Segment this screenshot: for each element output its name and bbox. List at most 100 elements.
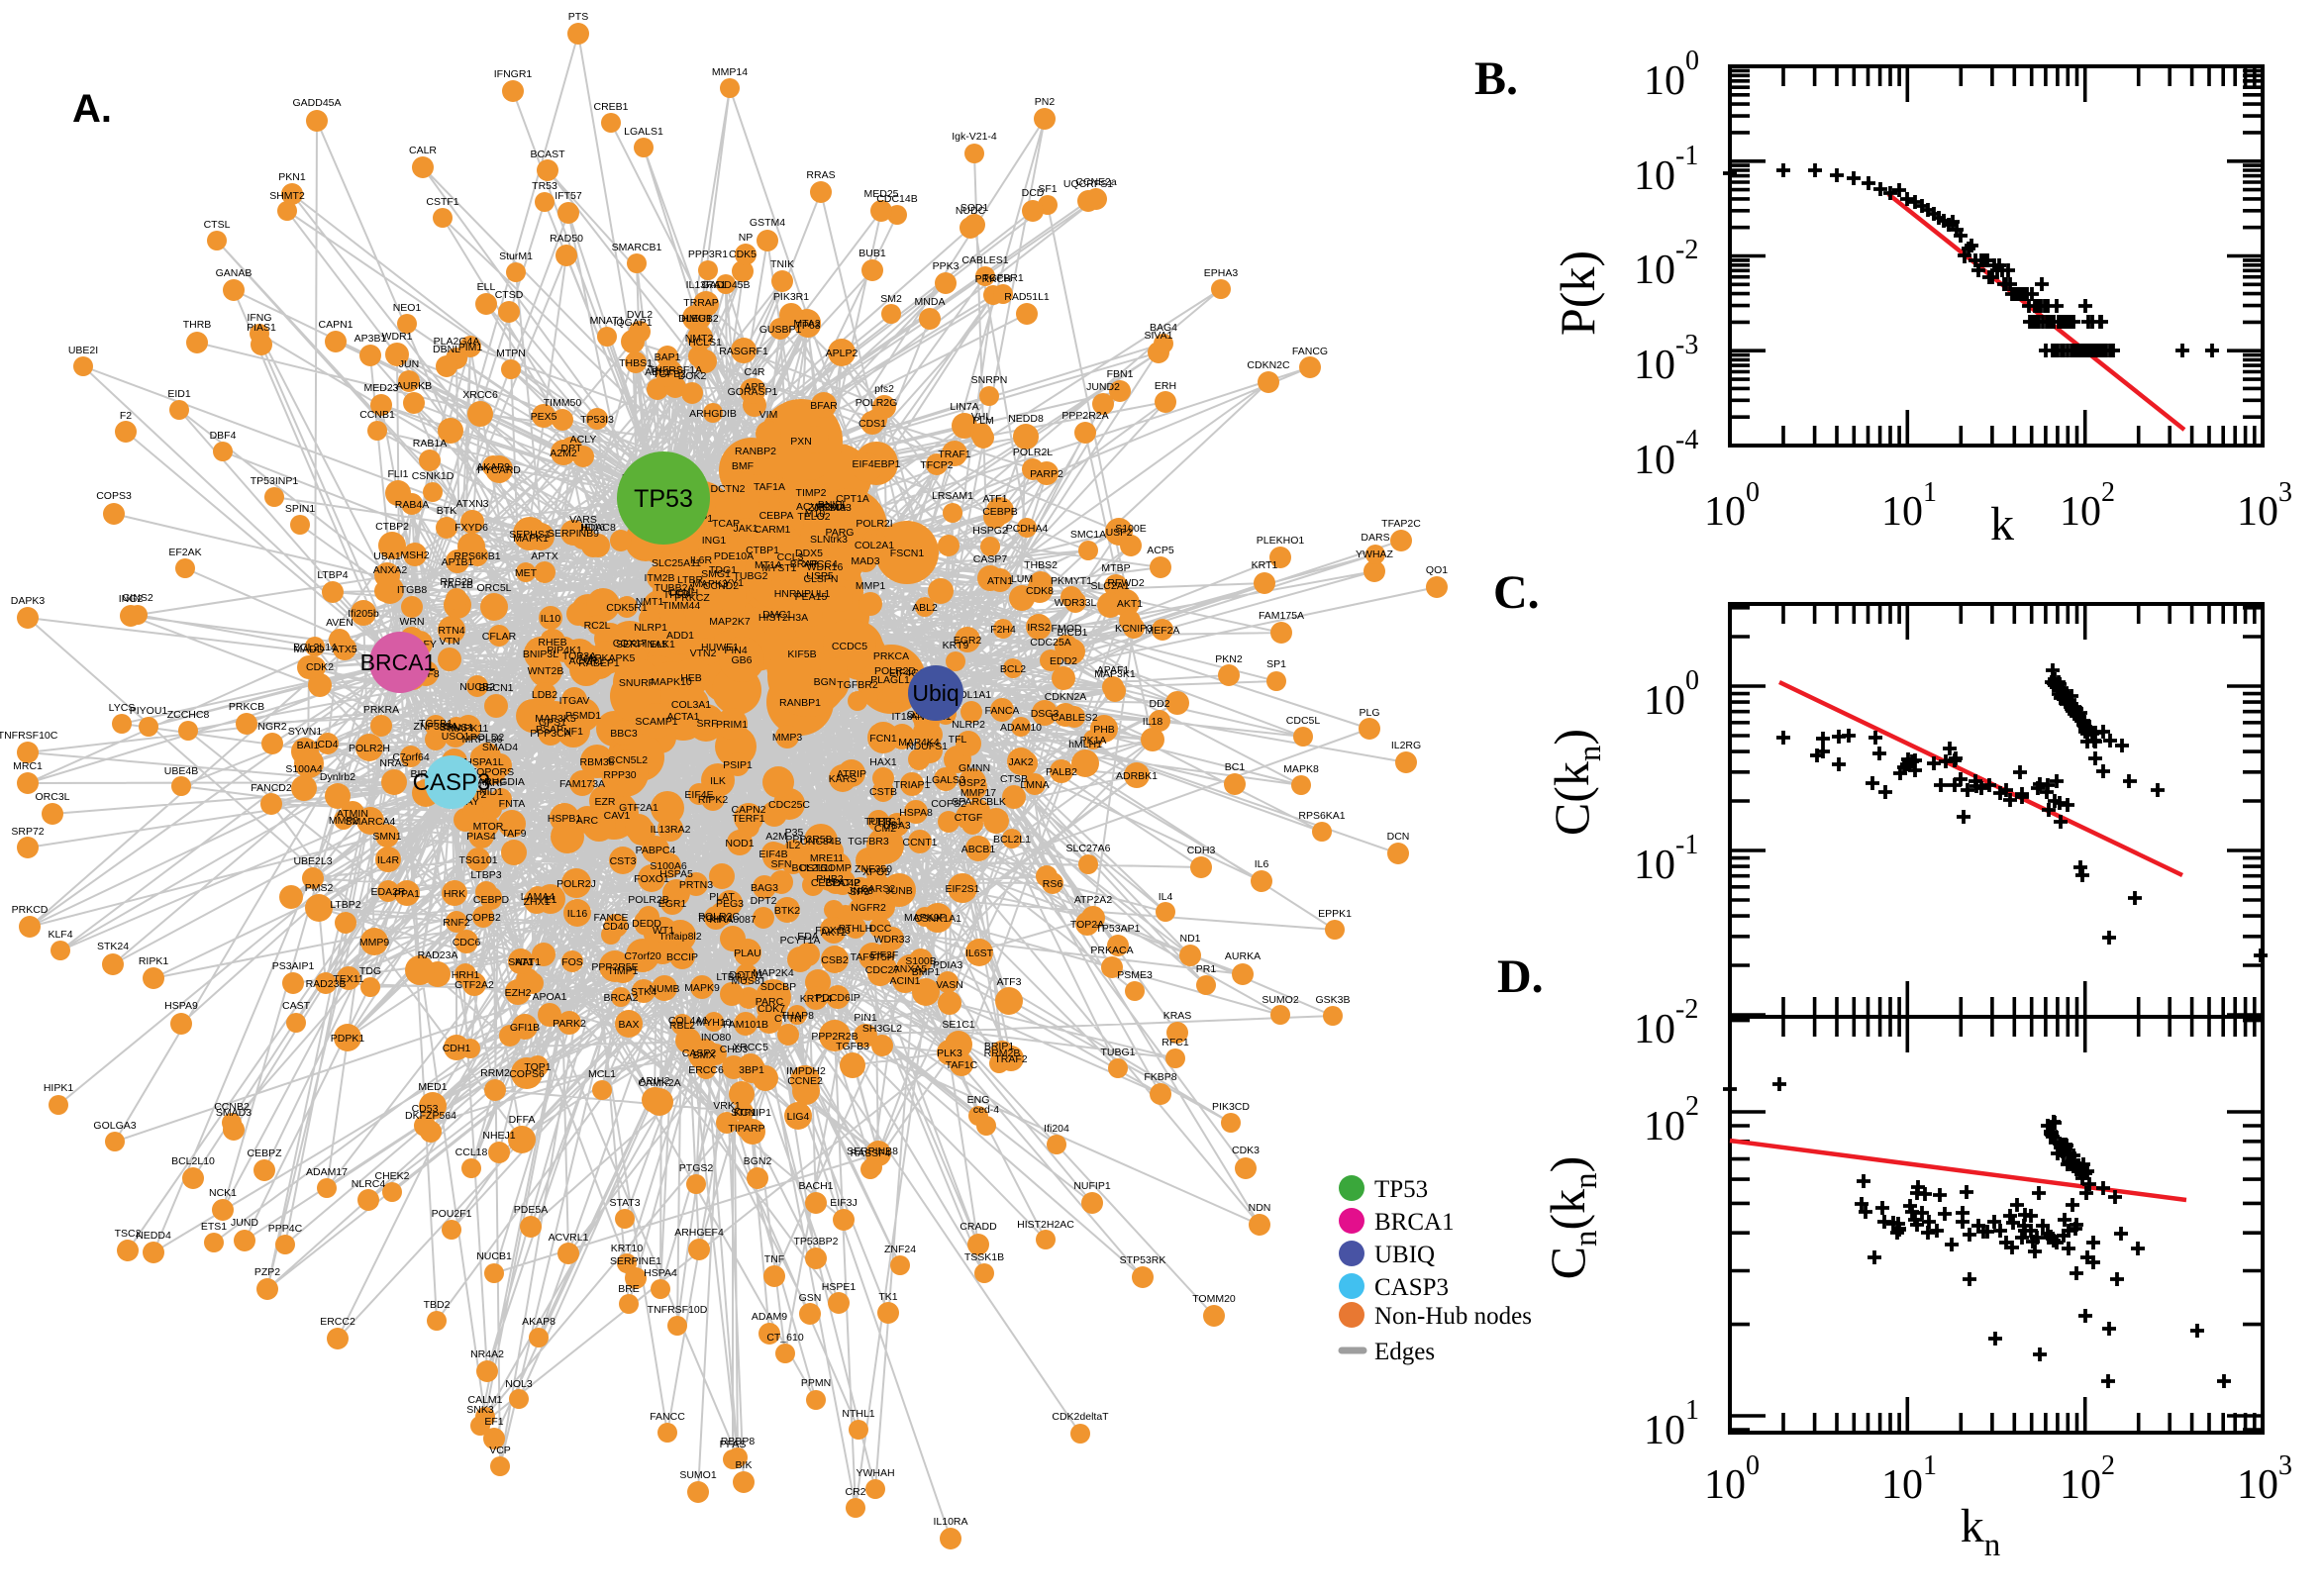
svg-text:CABLES1: CABLES1 (961, 254, 1008, 266)
svg-text:Edges: Edges (1374, 1339, 1435, 1365)
svg-text:MYH10: MYH10 (696, 1017, 731, 1029)
svg-text:FANCA: FANCA (984, 705, 1019, 717)
svg-text:SERPINB9: SERPINB9 (548, 528, 599, 540)
svg-text:GSTM4: GSTM4 (750, 217, 785, 229)
svg-text:CTSB: CTSB (1000, 773, 1028, 785)
svg-text:TAF1B: TAF1B (442, 579, 473, 591)
svg-text:INO80: INO80 (701, 1032, 732, 1044)
svg-text:BRCA2: BRCA2 (603, 992, 638, 1004)
svg-text:RC2L: RC2L (584, 620, 611, 632)
svg-text:JUND2: JUND2 (1086, 381, 1120, 393)
svg-text:YWHAZ: YWHAZ (1356, 549, 1394, 560)
svg-text:FAM101B: FAM101B (723, 1019, 768, 1031)
svg-text:RFC1: RFC1 (1162, 1037, 1189, 1048)
svg-text:RAB4A: RAB4A (395, 499, 429, 511)
svg-text:SP1: SP1 (1266, 658, 1286, 670)
svg-text:ELL: ELL (477, 281, 496, 293)
svg-text:F2H4: F2H4 (990, 624, 1016, 636)
svg-text:hMLH1: hMLH1 (1068, 739, 1102, 750)
svg-text:TP53INP1: TP53INP1 (251, 475, 299, 487)
svg-text:SRF: SRF (697, 718, 718, 730)
svg-text:WDR1: WDR1 (382, 331, 413, 343)
svg-text:IFNGR1: IFNGR1 (494, 68, 533, 80)
svg-text:KCNIP3: KCNIP3 (1115, 623, 1153, 635)
svg-text:VRK1: VRK1 (713, 1100, 741, 1112)
svg-text:RHEB: RHEB (538, 637, 566, 648)
svg-text:TAF9: TAF9 (502, 828, 527, 840)
svg-text:CCDC5: CCDC5 (832, 641, 867, 652)
svg-text:CALM1: CALM1 (467, 1394, 502, 1406)
svg-text:VTN: VTN (440, 636, 460, 648)
svg-text:EDA2R: EDA2R (370, 886, 405, 898)
svg-text:SRP72: SRP72 (11, 826, 44, 838)
svg-text:P35: P35 (785, 827, 804, 839)
svg-text:CDH1: CDH1 (443, 1043, 471, 1054)
svg-text:ITGAV: ITGAV (559, 695, 590, 707)
svg-text:SIVA1: SIVA1 (1145, 330, 1173, 342)
svg-text:MET: MET (515, 567, 538, 579)
svg-text:PHB: PHB (1093, 724, 1115, 736)
svg-text:ING1: ING1 (702, 535, 727, 547)
svg-text:PPK3: PPK3 (933, 260, 960, 272)
svg-text:RAD23B: RAD23B (306, 978, 347, 990)
svg-text:CSB2: CSB2 (821, 954, 849, 966)
svg-text:CDK7: CDK7 (758, 1003, 785, 1015)
svg-text:BCAST: BCAST (530, 149, 565, 160)
svg-text:PLM: PLM (972, 415, 994, 427)
svg-text:HUWE1: HUWE1 (701, 642, 739, 653)
svg-text:VARS: VARS (569, 514, 597, 526)
svg-text:CST3: CST3 (610, 855, 637, 867)
svg-text:FANCD2: FANCD2 (251, 782, 292, 794)
svg-text:PIK3CD: PIK3CD (1212, 1101, 1250, 1113)
svg-text:3BP1: 3BP1 (739, 1064, 764, 1076)
svg-text:ZCCHC8: ZCCHC8 (167, 709, 210, 721)
svg-text:SLC2A1: SLC2A1 (1090, 580, 1129, 592)
svg-text:GFI1B: GFI1B (510, 1022, 540, 1034)
svg-text:BAI1: BAI1 (297, 740, 320, 751)
svg-text:XRCC4: XRCC4 (802, 558, 838, 570)
svg-text:ND1: ND1 (1179, 933, 1200, 945)
svg-text:IL13RA1: IL13RA1 (686, 279, 727, 291)
svg-text:SMAD4: SMAD4 (482, 742, 518, 753)
svg-text:EF1: EF1 (484, 1416, 503, 1428)
svg-text:EIF2S1: EIF2S1 (945, 883, 979, 895)
svg-text:JAK2: JAK2 (1008, 756, 1033, 768)
svg-text:PIAS4: PIAS4 (466, 831, 496, 843)
svg-text:CHD3: CHD3 (720, 1044, 749, 1055)
svg-text:pfs2: pfs2 (874, 383, 894, 395)
svg-text:SUMO1: SUMO1 (679, 1469, 717, 1481)
svg-text:ADD1: ADD1 (666, 630, 694, 642)
svg-text:SUMO2: SUMO2 (1262, 994, 1299, 1006)
svg-text:LIG4: LIG4 (787, 1111, 810, 1123)
svg-text:DARS: DARS (1361, 532, 1389, 544)
svg-text:PDE5A: PDE5A (514, 1204, 548, 1216)
svg-text:RCHY1: RCHY1 (698, 913, 734, 925)
svg-text:TDG: TDG (359, 965, 381, 977)
svg-text:CARM1: CARM1 (755, 524, 791, 536)
svg-text:SERPINE1: SERPINE1 (610, 1255, 661, 1267)
svg-text:WDR16: WDR16 (807, 561, 844, 573)
svg-text:CDK2deltaT: CDK2deltaT (1052, 1411, 1109, 1423)
svg-text:APLP2: APLP2 (826, 348, 858, 359)
svg-text:MMP14: MMP14 (712, 66, 748, 78)
svg-text:WRN: WRN (399, 616, 424, 628)
svg-text:TIMM44: TIMM44 (662, 600, 701, 612)
svg-text:PCDHA4: PCDHA4 (1006, 523, 1049, 535)
svg-text:CTTN: CTTN (774, 1013, 802, 1025)
svg-text:POU2F1: POU2F1 (432, 1208, 472, 1220)
svg-text:PPP2R2A: PPP2R2A (1061, 410, 1108, 422)
svg-text:ELK1: ELK1 (650, 639, 675, 650)
svg-text:BUB1: BUB1 (858, 248, 886, 259)
svg-text:MAD3: MAD3 (851, 555, 879, 567)
svg-text:FOS: FOS (561, 956, 583, 968)
svg-text:Tnfaip8l2: Tnfaip8l2 (658, 931, 701, 943)
svg-text:KARS: KARS (829, 773, 858, 785)
svg-text:BCL2L14: BCL2L14 (293, 642, 337, 653)
svg-text:LRSAM1: LRSAM1 (932, 490, 973, 502)
svg-text:C7orf20: C7orf20 (624, 950, 661, 962)
svg-text:RAD23A: RAD23A (418, 949, 458, 961)
svg-text:MTOR: MTOR (473, 821, 504, 833)
svg-text:MMP3: MMP3 (772, 732, 802, 744)
svg-text:RIPK1: RIPK1 (139, 955, 169, 967)
svg-text:COPS3: COPS3 (96, 490, 132, 502)
